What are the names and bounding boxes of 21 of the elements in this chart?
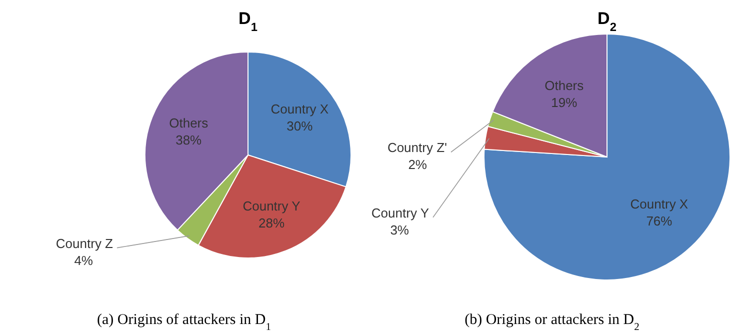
data-label: 38%: [176, 132, 202, 148]
data-label: 19%: [551, 94, 578, 110]
data-label: 76%: [646, 214, 673, 229]
data-label: 30%: [286, 118, 314, 134]
slice-label: Country Z': [387, 140, 447, 156]
slice-label: Country Y: [371, 205, 430, 220]
text: (b) Origins or attackers in D$_{2}$: [464, 312, 640, 332]
data-label: 4%: [74, 252, 94, 268]
slice-label: Country X: [630, 196, 688, 212]
slice-label: Country Y: [242, 198, 301, 214]
slice-label: Country X: [270, 101, 329, 116]
slice-label: Others: [169, 115, 209, 130]
pie-slice: [484, 34, 730, 280]
data-label: 28%: [258, 215, 285, 230]
chart-title: D$_{2}$: [598, 9, 617, 34]
slice-label: Country Z: [56, 236, 114, 251]
chart-title: D$_{1}$: [238, 9, 258, 34]
slice-label: Others: [544, 78, 584, 93]
text: (a) Origins of attackers in D$_{1}$: [97, 312, 271, 332]
data-label: 3%: [390, 222, 410, 238]
data-label: 2%: [408, 157, 428, 172]
